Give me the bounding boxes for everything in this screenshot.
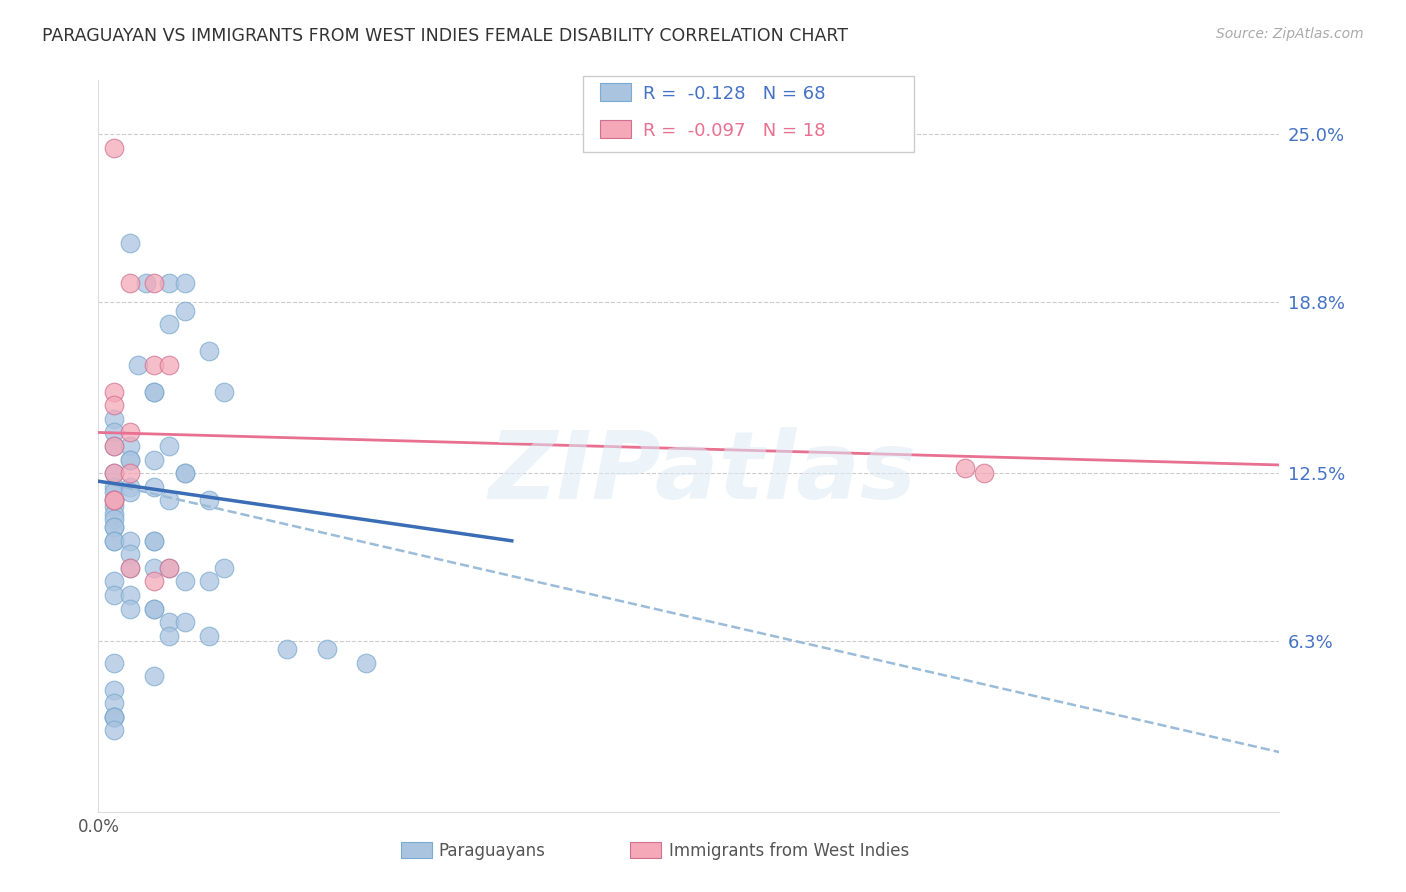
Point <box>118 561 141 575</box>
Point <box>157 493 180 508</box>
Point <box>103 141 125 155</box>
Point <box>142 601 165 615</box>
Point <box>103 710 125 724</box>
Point <box>174 466 197 480</box>
Point <box>142 561 165 575</box>
Point <box>142 358 165 372</box>
Point <box>118 235 141 250</box>
Text: R =  -0.097   N = 18: R = -0.097 N = 18 <box>643 122 825 140</box>
Point <box>103 520 125 534</box>
Point <box>157 629 180 643</box>
Point <box>118 480 141 494</box>
Point <box>118 439 141 453</box>
Point <box>103 466 125 480</box>
Text: PARAGUAYAN VS IMMIGRANTS FROM WEST INDIES FEMALE DISABILITY CORRELATION CHART: PARAGUAYAN VS IMMIGRANTS FROM WEST INDIE… <box>42 27 848 45</box>
Point <box>118 588 141 602</box>
Text: Source: ZipAtlas.com: Source: ZipAtlas.com <box>1216 27 1364 41</box>
Text: ZIPatlas: ZIPatlas <box>489 426 917 519</box>
Point <box>118 452 141 467</box>
Point <box>142 384 165 399</box>
Text: R =  -0.128   N = 68: R = -0.128 N = 68 <box>643 85 825 103</box>
Point <box>157 277 180 291</box>
Point <box>127 358 149 372</box>
Point <box>103 507 125 521</box>
Point <box>103 493 125 508</box>
Point <box>174 303 197 318</box>
Point <box>103 466 125 480</box>
Point <box>118 452 141 467</box>
Point <box>142 669 165 683</box>
Point <box>197 344 219 359</box>
Point <box>103 723 125 738</box>
Text: Paraguayans: Paraguayans <box>439 842 546 860</box>
Text: 0.0%: 0.0% <box>77 818 120 836</box>
Point <box>157 561 180 575</box>
Point <box>103 384 125 399</box>
Point <box>103 493 125 508</box>
Point <box>103 512 125 526</box>
Point <box>142 277 165 291</box>
Point <box>214 561 236 575</box>
Point <box>103 588 125 602</box>
Point <box>315 642 337 657</box>
Point <box>118 466 141 480</box>
Point <box>157 317 180 331</box>
Point <box>174 277 197 291</box>
Text: Immigrants from West Indies: Immigrants from West Indies <box>669 842 910 860</box>
Point <box>174 615 197 629</box>
Point <box>103 493 125 508</box>
Point <box>142 601 165 615</box>
Point <box>103 425 125 440</box>
Point <box>103 499 125 513</box>
Point <box>118 277 141 291</box>
Point <box>157 358 180 372</box>
Point <box>103 480 125 494</box>
Point <box>953 460 976 475</box>
Point <box>118 601 141 615</box>
Point <box>135 277 157 291</box>
Point <box>157 561 180 575</box>
Point <box>142 452 165 467</box>
Point <box>142 533 165 548</box>
Point <box>103 398 125 412</box>
Point <box>214 384 236 399</box>
Point <box>103 710 125 724</box>
Point <box>157 615 180 629</box>
Point <box>103 439 125 453</box>
Point <box>142 574 165 589</box>
Point <box>354 656 377 670</box>
Point <box>103 485 125 500</box>
Point <box>118 425 141 440</box>
Point <box>276 642 298 657</box>
Point <box>174 574 197 589</box>
Point <box>103 439 125 453</box>
Point <box>197 574 219 589</box>
Point <box>118 533 141 548</box>
Point <box>174 466 197 480</box>
Point <box>118 561 141 575</box>
Point <box>103 412 125 426</box>
Point <box>118 547 141 561</box>
Point <box>118 485 141 500</box>
Point <box>197 493 219 508</box>
Point <box>103 533 125 548</box>
Point <box>142 533 165 548</box>
Point <box>103 533 125 548</box>
Point <box>103 710 125 724</box>
Point <box>142 384 165 399</box>
Point <box>103 682 125 697</box>
Point <box>103 520 125 534</box>
Point <box>103 574 125 589</box>
Point <box>973 466 995 480</box>
Point <box>103 656 125 670</box>
Point <box>103 697 125 711</box>
Point <box>197 629 219 643</box>
Point <box>157 439 180 453</box>
Point <box>142 480 165 494</box>
